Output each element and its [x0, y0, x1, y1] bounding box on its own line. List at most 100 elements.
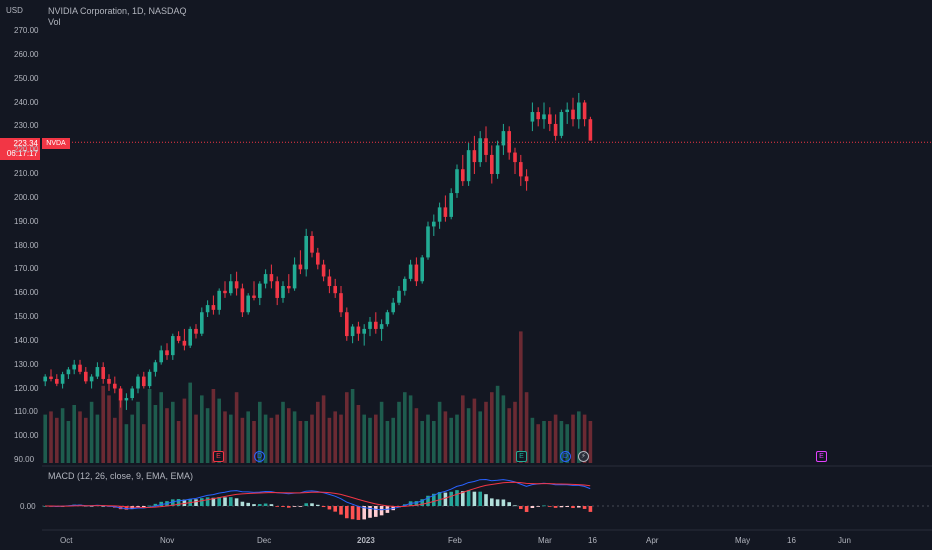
candle-body — [84, 371, 88, 382]
macd-histogram-bar — [536, 506, 540, 507]
volume-bar — [124, 424, 129, 463]
volume-bar — [78, 411, 82, 463]
volume-bar — [66, 421, 71, 463]
macd-histogram-bar — [223, 497, 227, 506]
volume-bar — [339, 414, 343, 463]
macd-histogram-bar — [588, 506, 593, 512]
candle-body — [321, 264, 326, 277]
candle-body — [449, 193, 453, 217]
volume-bar — [495, 385, 500, 463]
price-axis-label: 120.00 — [14, 383, 39, 393]
macd-histogram-bar — [490, 498, 494, 506]
candle-body — [176, 336, 181, 341]
macd-histogram-bar — [478, 491, 482, 506]
candle-body — [217, 290, 221, 310]
volume-bar — [455, 414, 459, 463]
earnings-marker-icon[interactable]: E — [816, 451, 827, 462]
candle-body — [582, 102, 587, 120]
volume-bar — [153, 405, 158, 463]
macd-histogram-bar — [339, 506, 343, 515]
macd-histogram-bar — [449, 491, 453, 506]
volume-bar — [118, 398, 123, 463]
volume-bar — [379, 401, 384, 463]
price-axis-label: 90.00 — [14, 455, 35, 464]
volume-bar — [571, 414, 575, 463]
chart-title: NVIDIA Corporation, 1D, NASDAQ — [48, 6, 187, 16]
earnings-marker-icon[interactable]: E — [516, 451, 527, 462]
candle-body — [194, 328, 198, 334]
price-axis-label: 180.00 — [14, 240, 39, 250]
candle-body — [153, 362, 158, 372]
macd-histogram-bar — [310, 503, 314, 506]
volume-bar — [113, 417, 117, 463]
volume-bar — [385, 421, 390, 463]
macd-histogram-bar — [153, 503, 158, 506]
time-axis-label: Feb — [448, 536, 462, 545]
volume-bar — [205, 408, 210, 463]
volume-bar — [490, 392, 494, 463]
candle-body — [379, 324, 384, 329]
time-axis-label: Jun — [838, 536, 851, 545]
macd-histogram-bar — [437, 492, 442, 506]
candle-body — [113, 383, 117, 389]
candle-body — [484, 138, 488, 155]
dividend-marker-icon[interactable]: D — [560, 451, 571, 462]
price-axis-label: 110.00 — [14, 407, 38, 417]
candle-body — [281, 286, 285, 298]
volume-bar — [136, 401, 140, 463]
macd-histogram-bar — [362, 506, 366, 520]
price-axis-label: 240.00 — [14, 97, 39, 107]
volume-bar — [72, 405, 76, 463]
candle-body — [432, 221, 436, 227]
time-axis-label: Apr — [646, 536, 659, 545]
candle-body — [374, 321, 378, 329]
volume-label: Vol — [48, 17, 61, 27]
volume-bar — [530, 417, 535, 463]
macd-histogram-bar — [298, 506, 303, 507]
candle-body — [414, 264, 419, 282]
candle-body — [339, 293, 343, 313]
macd-histogram-bar — [524, 506, 529, 512]
macd-histogram-bar — [455, 490, 459, 506]
macd-histogram-bar — [182, 499, 187, 506]
candle-body — [455, 169, 459, 194]
earnings-marker-icon[interactable]: E — [213, 451, 224, 462]
time-axis-label: 16 — [787, 536, 796, 545]
candle-body — [95, 367, 100, 377]
candle-body — [60, 374, 65, 384]
macd-histogram-bar — [321, 506, 326, 508]
volume-bar — [333, 411, 337, 463]
volume-bar — [437, 401, 442, 463]
macd-histogram-bar — [466, 490, 471, 506]
volume-bar — [43, 414, 47, 463]
macd-histogram-bar — [171, 499, 175, 506]
volume-bar — [432, 421, 436, 463]
candle-body — [507, 131, 511, 153]
candle-body — [246, 295, 250, 313]
candle-body — [577, 102, 581, 120]
volume-bar — [258, 401, 262, 463]
candle-body — [107, 378, 111, 384]
macd-histogram-bar — [211, 497, 216, 506]
candle-body — [229, 281, 233, 294]
macd-histogram-bar — [101, 505, 105, 507]
macd-histogram-bar — [229, 497, 233, 506]
macd-histogram-bar — [432, 493, 436, 506]
volume-bar — [275, 414, 279, 463]
volume-bar — [84, 417, 88, 463]
volume-bar — [507, 408, 511, 463]
macd-line — [44, 478, 591, 511]
candle-body — [200, 312, 204, 334]
volume-bar — [345, 392, 349, 463]
macd-histogram-bar — [519, 506, 523, 509]
candle-body — [165, 350, 169, 356]
volume-bar — [513, 401, 517, 463]
candle-body — [461, 169, 465, 182]
macd-histogram-bar — [530, 506, 535, 508]
volume-bar — [171, 401, 175, 463]
price-axis-label: 270.00 — [14, 26, 39, 35]
split-marker-icon[interactable]: ⚡ — [578, 451, 589, 462]
macd-histogram-bar — [205, 497, 210, 506]
dividend-marker-icon[interactable]: D — [254, 451, 265, 462]
